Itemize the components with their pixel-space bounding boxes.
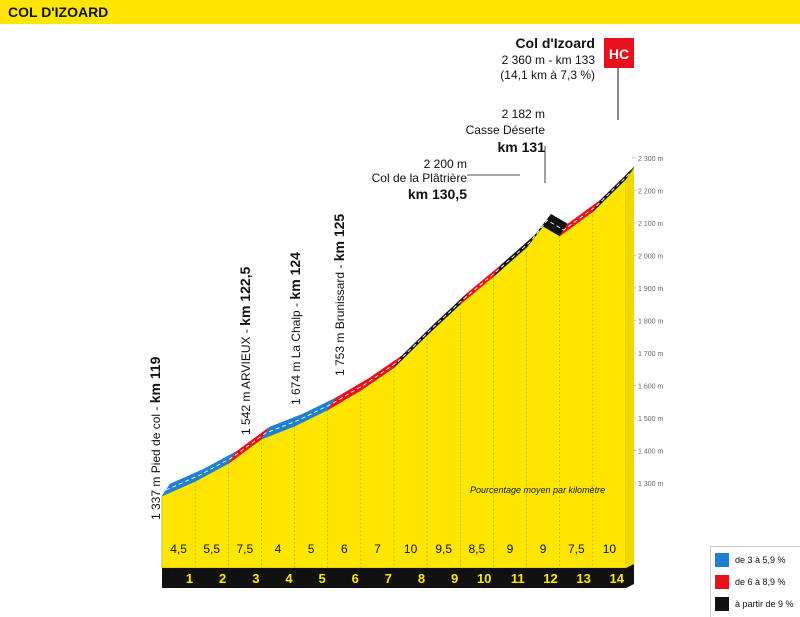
- y-tick-label: 2 100 m: [638, 221, 663, 228]
- gradient-label: 10: [603, 542, 617, 556]
- average-gradient-caption: Pourcentage moyen par kilomètre: [470, 485, 605, 495]
- base-layer: 1 2 3 4 5 6 7 8 9 10 11 12 13 14: [162, 564, 634, 588]
- profile-side-face: [626, 167, 634, 568]
- km-number: 14: [610, 571, 625, 586]
- hc-category-label: HC: [609, 46, 629, 62]
- waypoint-altitude: 1 753 m Brunissard -: [333, 261, 347, 376]
- km-number: 13: [576, 571, 590, 586]
- y-tick-label: 1 600 m: [638, 384, 663, 391]
- waypoint-label: 1 674 m La Chalp - km 124: [287, 252, 303, 405]
- gradient-label: 9: [507, 542, 514, 556]
- title-band: [0, 0, 800, 24]
- casse-altitude: 2 182 m: [502, 107, 545, 121]
- gradient-label: 7,5: [237, 542, 254, 556]
- page-title: COL D'IZOARD: [8, 4, 109, 20]
- km-number: 1: [186, 571, 193, 586]
- legend-item-high: à partir de 9 %: [715, 597, 794, 611]
- waypoint-label: 1 753 m Brunissard - km 125: [331, 214, 347, 376]
- summit-altitude: 2 360 m - km 133: [502, 53, 596, 67]
- km-number: 7: [385, 571, 392, 586]
- gradient-label: 9,5: [435, 542, 452, 556]
- km-number: 8: [418, 571, 425, 586]
- km-number: 6: [352, 571, 359, 586]
- gradient-label: 7,5: [568, 542, 585, 556]
- km-number: 12: [543, 571, 557, 586]
- y-tick-label: 2 000 m: [638, 254, 663, 261]
- km-number: 10: [477, 571, 491, 586]
- y-tick-label: 1 800 m: [638, 319, 663, 326]
- legend-item-low: de 3 à 5,9 %: [715, 553, 786, 567]
- y-tick-label: 1 500 m: [638, 416, 663, 423]
- gradient-label: 8,5: [469, 542, 486, 556]
- waypoint-label: 1 337 m Pied de col - km 119: [147, 356, 163, 520]
- y-tick-label: 1 900 m: [638, 286, 663, 293]
- platriere-km: km 130,5: [408, 186, 467, 202]
- legend-label: de 3 à 5,9 %: [735, 555, 786, 565]
- platriere-name: Col de la Plâtrière: [372, 171, 468, 185]
- y-tick-label: 1 300 m: [638, 481, 663, 488]
- waypoint-km: km 119: [147, 356, 163, 403]
- legend-swatch-black: [715, 597, 729, 611]
- annotation-layer: 1 337 m Pied de col - km 119 1 542 m ARVI…: [147, 35, 634, 520]
- legend-label: à partir de 9 %: [735, 599, 794, 609]
- y-tick-label: 2 300 m: [638, 156, 663, 163]
- gradient-legend: de 3 à 5,9 % de 6 à 8,9 % à partir de 9 …: [710, 546, 800, 617]
- y-tick-label: 2 200 m: [638, 189, 663, 196]
- km-number: 3: [252, 571, 259, 586]
- km-number: 2: [219, 571, 226, 586]
- casse-name: Casse Déserte: [466, 123, 546, 137]
- gradient-label: 6: [341, 542, 348, 556]
- waypoint-altitude: 1 542 m ARVIEUX -: [239, 326, 253, 435]
- label-layer: 4,5 5,5 7,5 4 5 6 7 10 9,5 8,5 9 9 7,5 10 Pourcentage …: [170, 485, 616, 556]
- road-centre-line: [165, 172, 631, 491]
- waypoint-altitude: 1 337 m Pied de col -: [149, 403, 163, 520]
- y-tick-label: 1 400 m: [638, 449, 663, 456]
- waypoint-km: km 125: [331, 214, 347, 262]
- gradient-label: 4: [275, 542, 282, 556]
- legend-label: de 6 à 8,9 %: [735, 577, 786, 587]
- platriere-altitude: 2 200 m: [424, 157, 467, 171]
- waypoint-km: km 122,5: [237, 266, 253, 325]
- km-number: 4: [285, 571, 293, 586]
- gradient-label: 5,5: [203, 542, 220, 556]
- summit-climb-stats: (14,1 km à 7,3 %): [500, 68, 595, 82]
- legend-swatch-blue: [715, 553, 729, 567]
- gradient-label: 7: [374, 542, 381, 556]
- legend-swatch-red: [715, 575, 729, 589]
- waypoint-altitude: 1 674 m La Chalp -: [289, 300, 303, 405]
- km-number: 9: [451, 571, 458, 586]
- hc-category-flag: [604, 38, 634, 68]
- legend-item-mid: de 6 à 8,9 %: [715, 575, 786, 589]
- km-base-bar: [162, 564, 634, 588]
- km-number: 5: [318, 571, 325, 586]
- km-number: 11: [511, 571, 525, 586]
- waypoint-label: 1 542 m ARVIEUX - km 122,5: [237, 266, 253, 435]
- gradient-label: 9: [540, 542, 547, 556]
- gradient-label: 4,5: [170, 542, 187, 556]
- grid-layer: 1 300 m 1 400 m 1 500 m 1 600 m 1 700 m 1 800…: [632, 156, 663, 488]
- y-tick-label: 1 700 m: [638, 351, 663, 358]
- summit-name: Col d'Izoard: [515, 35, 595, 51]
- gradient-label: 10: [404, 542, 418, 556]
- casse-km: km 131: [498, 139, 546, 155]
- gradient-label: 5: [308, 542, 315, 556]
- road-layer: [161, 166, 635, 497]
- waypoint-km: km 124: [287, 252, 303, 300]
